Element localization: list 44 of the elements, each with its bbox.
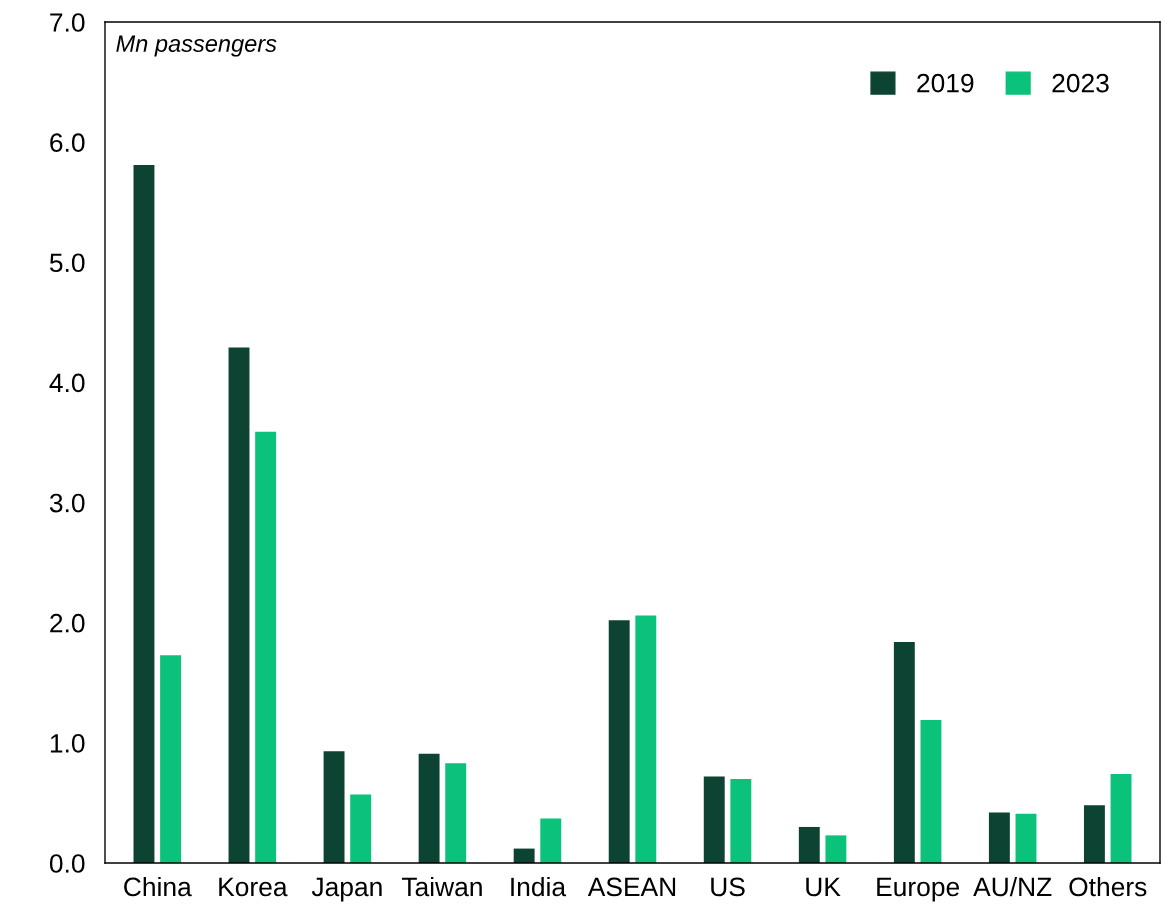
bar [540,818,562,863]
y-tick-label: 2.0 [50,613,85,633]
bar [160,655,182,863]
x-tick-label: UK [806,877,841,897]
bar [1015,813,1037,863]
bar [730,778,752,863]
legend-label: 2023 [1052,73,1109,93]
bar [825,835,847,863]
x-tick-label: ASEAN [587,877,676,897]
bar [323,751,345,863]
bar [703,776,725,863]
x-tick-label: India [511,876,567,897]
bar [635,615,657,863]
bar [798,826,820,863]
x-tick-label: Others [1069,876,1147,897]
x-tick-label: Japan [311,877,382,902]
bar [1083,805,1105,863]
bar [920,720,942,863]
y-tick-label: 1.0 [50,733,85,753]
bar [893,641,915,863]
x-tick-label: Taiwan [401,876,482,897]
bar [1110,774,1132,863]
bar [513,848,535,863]
bar [418,753,440,863]
legend-label: 2019 [917,73,974,93]
bar [228,347,250,863]
x-tick-label: Europe [877,877,960,902]
x-tick-label: US [711,877,745,897]
y-tick-label: 0.0 [49,854,85,873]
x-tick-label: AU/NZ [973,876,1052,897]
bar [133,164,155,863]
y-tick-label: 6.0 [50,133,85,152]
bar [255,431,277,863]
bar [988,812,1010,863]
y-tick-label: 7.0 [50,13,85,32]
y-tick-label: 5.0 [49,253,85,273]
x-tick-label: Korea [219,877,288,897]
y-tick-label: 3.0 [49,493,85,513]
bar [608,620,630,863]
x-tick-label: China [124,876,192,897]
y-tick-label: 4.0 [49,373,85,393]
annotation: Mn passengers [116,35,277,57]
bar [445,763,467,863]
bar [350,794,372,863]
